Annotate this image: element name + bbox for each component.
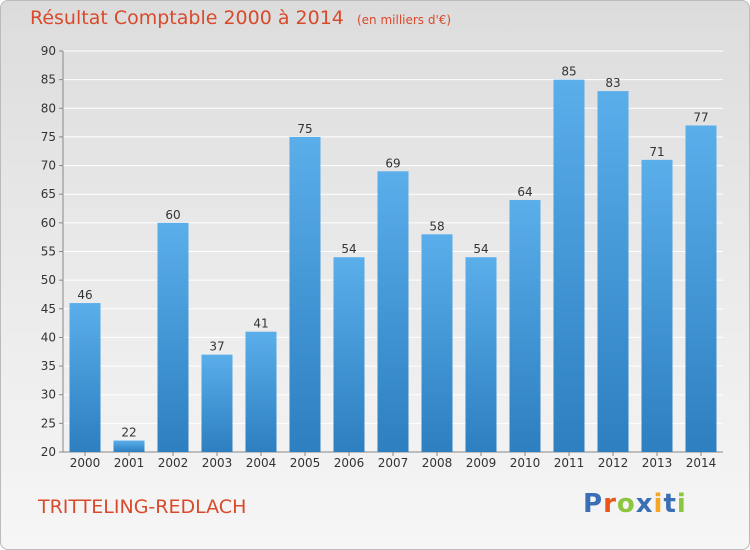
x-tick-label: 2010 — [510, 456, 541, 470]
logo-letter: P — [583, 489, 604, 519]
logo-letter: i — [653, 489, 664, 519]
data-label: 54 — [473, 242, 488, 256]
y-tick-label: 85 — [41, 73, 56, 87]
logo-letter: i — [676, 489, 687, 519]
bar-2004 — [245, 331, 277, 452]
data-label: 37 — [209, 340, 224, 354]
x-tick-label: 2005 — [290, 456, 321, 470]
chart-subtitle: (en milliers d'€) — [356, 13, 452, 27]
x-tick-label: 2009 — [466, 456, 497, 470]
x-tick-label: 2012 — [598, 456, 629, 470]
logo-letter: r — [603, 489, 617, 519]
data-labels: 46 22 60 37 41 75 54 69 58 54 64 85 83 71 77 — [77, 65, 708, 440]
bars — [69, 79, 717, 453]
data-label: 46 — [77, 288, 92, 302]
data-label: 54 — [341, 242, 356, 256]
bar-2007 — [377, 171, 409, 453]
y-tick-label: 75 — [41, 130, 56, 144]
data-label: 22 — [121, 426, 136, 440]
data-label: 85 — [561, 65, 576, 79]
data-label: 41 — [253, 317, 268, 331]
bar-2000 — [69, 303, 101, 452]
data-label: 71 — [649, 145, 664, 159]
x-tick-label: 2002 — [158, 456, 189, 470]
x-tick-label: 2000 — [70, 456, 101, 470]
bar-2003 — [201, 354, 233, 452]
place-name: TRITTELING-REDLACH — [38, 496, 247, 518]
bar-2001 — [113, 440, 145, 452]
y-tick-label: 50 — [41, 273, 56, 287]
x-tick-label: 2004 — [246, 456, 277, 470]
proxiti-logo[interactable]: Proxiti — [583, 489, 687, 519]
bar-2002 — [157, 222, 189, 452]
data-label: 69 — [385, 156, 400, 170]
bar-2013 — [641, 159, 673, 453]
y-tick-label: 20 — [41, 445, 56, 459]
bar-2010 — [509, 199, 541, 452]
y-tick-label: 80 — [41, 101, 56, 115]
x-tick-label: 2013 — [642, 456, 673, 470]
data-label: 60 — [165, 208, 180, 222]
title-row: Résultat Comptable 2000 à 2014 (en milli… — [30, 7, 451, 29]
bar-2008 — [421, 234, 453, 452]
y-tick-label: 45 — [41, 302, 56, 316]
bar-2011 — [553, 79, 585, 453]
y-tick-label: 40 — [41, 330, 56, 344]
x-tick-label: 2001 — [114, 456, 145, 470]
axes: 20 25 30 35 40 45 50 55 60 65 70 75 80 85 90 2000 2001 20… — [41, 44, 723, 470]
y-tick-label: 25 — [41, 416, 56, 430]
bar-2009 — [465, 257, 497, 452]
data-label: 75 — [297, 122, 312, 136]
y-tick-label: 35 — [41, 359, 56, 373]
data-label: 83 — [605, 76, 620, 90]
y-tick-label: 70 — [41, 159, 56, 173]
x-tick-label: 2011 — [554, 456, 585, 470]
logo-letter: x — [635, 489, 654, 519]
data-label: 58 — [429, 219, 444, 233]
y-tick-label: 55 — [41, 245, 56, 259]
data-label: 77 — [693, 110, 708, 124]
chart-title: Résultat Comptable 2000 à 2014 — [30, 7, 344, 29]
x-tick-label: 2014 — [686, 456, 717, 470]
y-tick-label: 90 — [41, 44, 56, 58]
y-tick-label: 30 — [41, 388, 56, 402]
data-label: 64 — [517, 185, 532, 199]
bar-2012 — [597, 91, 629, 452]
bar-2014 — [685, 125, 717, 452]
y-tick-label: 65 — [41, 187, 56, 201]
bar-2005 — [289, 136, 321, 452]
y-tick-label: 60 — [41, 216, 56, 230]
x-tick-label: 2003 — [202, 456, 233, 470]
bar-2006 — [333, 257, 365, 452]
logo-letter: t — [663, 489, 677, 519]
x-tick-label: 2006 — [334, 456, 365, 470]
x-tick-label: 2008 — [422, 456, 453, 470]
x-tick-label: 2007 — [378, 456, 409, 470]
logo-letter: o — [616, 489, 636, 519]
